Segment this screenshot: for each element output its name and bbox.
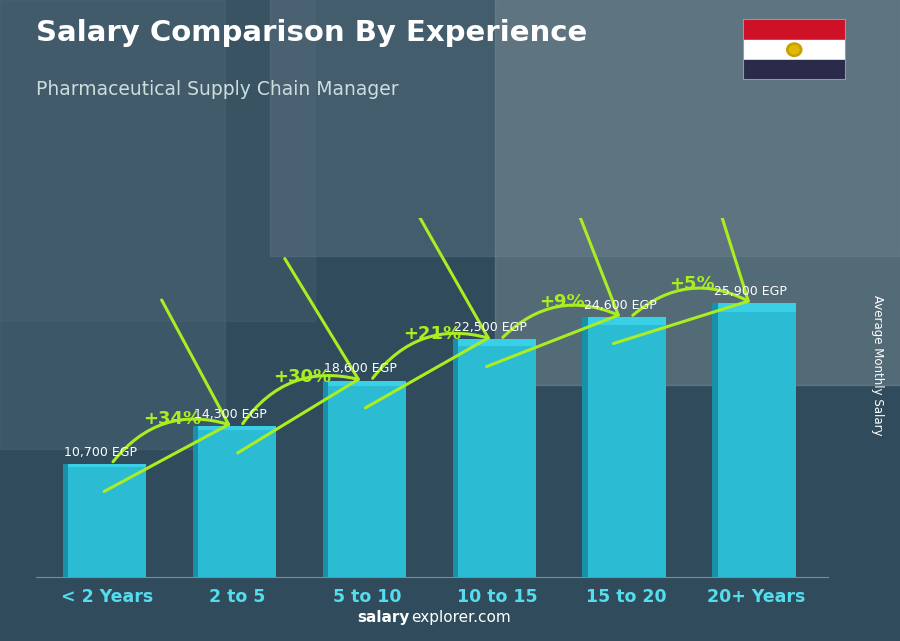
Bar bbox=[717, 303, 796, 577]
FancyArrowPatch shape bbox=[238, 258, 358, 453]
Text: Salary Comparison By Experience: Salary Comparison By Experience bbox=[36, 19, 587, 47]
FancyArrowPatch shape bbox=[487, 183, 618, 367]
Text: explorer.com: explorer.com bbox=[411, 610, 511, 625]
Bar bbox=[328, 381, 406, 577]
Bar bbox=[198, 426, 276, 431]
Bar bbox=[193, 426, 198, 577]
Bar bbox=[458, 339, 536, 347]
Bar bbox=[63, 464, 68, 577]
Text: Pharmaceutical Supply Chain Manager: Pharmaceutical Supply Chain Manager bbox=[36, 80, 399, 99]
Bar bbox=[742, 19, 846, 40]
Text: +5%: +5% bbox=[669, 276, 715, 294]
Bar bbox=[588, 317, 666, 325]
Bar bbox=[453, 339, 458, 577]
Text: +21%: +21% bbox=[403, 325, 461, 343]
Text: 25,900 EGP: 25,900 EGP bbox=[714, 285, 787, 298]
Bar bbox=[742, 40, 846, 60]
Bar bbox=[68, 464, 147, 577]
Text: +34%: +34% bbox=[143, 410, 202, 428]
Text: 14,300 EGP: 14,300 EGP bbox=[194, 408, 267, 420]
FancyArrowPatch shape bbox=[104, 300, 229, 492]
Bar bbox=[742, 60, 846, 80]
Circle shape bbox=[789, 46, 799, 54]
Bar bbox=[328, 381, 406, 387]
Circle shape bbox=[787, 43, 802, 56]
Bar bbox=[712, 303, 717, 577]
Bar bbox=[717, 303, 796, 312]
FancyArrowPatch shape bbox=[614, 166, 748, 344]
Bar bbox=[198, 426, 276, 577]
Text: +9%: +9% bbox=[539, 294, 585, 312]
Text: Average Monthly Salary: Average Monthly Salary bbox=[871, 295, 884, 436]
Text: 10,700 EGP: 10,700 EGP bbox=[65, 445, 138, 459]
Bar bbox=[68, 464, 147, 467]
Text: 24,600 EGP: 24,600 EGP bbox=[584, 299, 657, 312]
Text: 18,600 EGP: 18,600 EGP bbox=[324, 362, 397, 375]
Bar bbox=[588, 317, 666, 577]
FancyArrowPatch shape bbox=[365, 215, 489, 408]
Text: 22,500 EGP: 22,500 EGP bbox=[454, 321, 526, 334]
Bar bbox=[458, 339, 536, 577]
Text: salary: salary bbox=[357, 610, 410, 625]
Bar bbox=[582, 317, 588, 577]
Bar bbox=[323, 381, 328, 577]
Text: +30%: +30% bbox=[273, 369, 331, 387]
